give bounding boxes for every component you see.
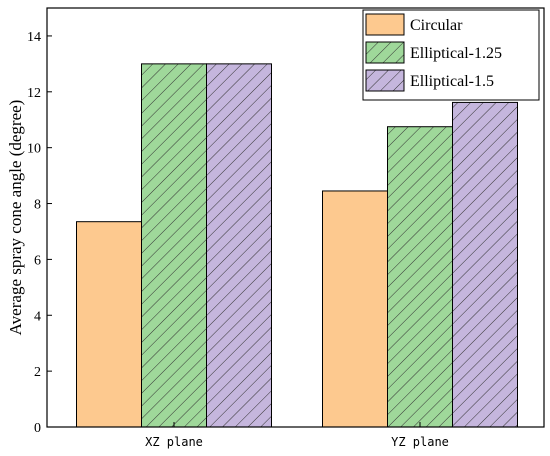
y-tick-label: 10 bbox=[27, 142, 41, 157]
legend-swatch bbox=[365, 13, 405, 36]
y-tick-label: 6 bbox=[34, 253, 41, 268]
legend-swatch bbox=[365, 41, 405, 64]
y-tick-label: 4 bbox=[34, 309, 41, 324]
bar-elliptical-1-25-yz-plane bbox=[387, 126, 453, 428]
legend-label: Elliptical-1.25 bbox=[410, 45, 502, 62]
y-tick-label: 0 bbox=[34, 421, 41, 436]
bar-circular-xz-plane bbox=[76, 221, 142, 428]
legend-label: Elliptical-1.5 bbox=[410, 73, 494, 90]
y-tick-label: 14 bbox=[27, 30, 41, 45]
y-tick-label: 8 bbox=[34, 198, 41, 213]
y-axis-title: Average spray cone angle (degree) bbox=[6, 100, 25, 336]
bar-circular-yz-plane bbox=[322, 190, 388, 428]
y-tick-label: 2 bbox=[34, 365, 41, 380]
legend-label: Circular bbox=[410, 17, 463, 34]
bar-elliptical-1-25-xz-plane bbox=[141, 63, 207, 428]
bar-elliptical-1-5-yz-plane bbox=[452, 101, 518, 428]
plot-frame bbox=[46, 7, 545, 428]
x-tick-label: YZ plane bbox=[391, 435, 449, 449]
x-tick-label: XZ plane bbox=[145, 435, 203, 449]
y-tick-label: 12 bbox=[27, 86, 41, 101]
bar-elliptical-1-5-xz-plane bbox=[206, 63, 272, 428]
legend-swatch bbox=[365, 69, 405, 92]
